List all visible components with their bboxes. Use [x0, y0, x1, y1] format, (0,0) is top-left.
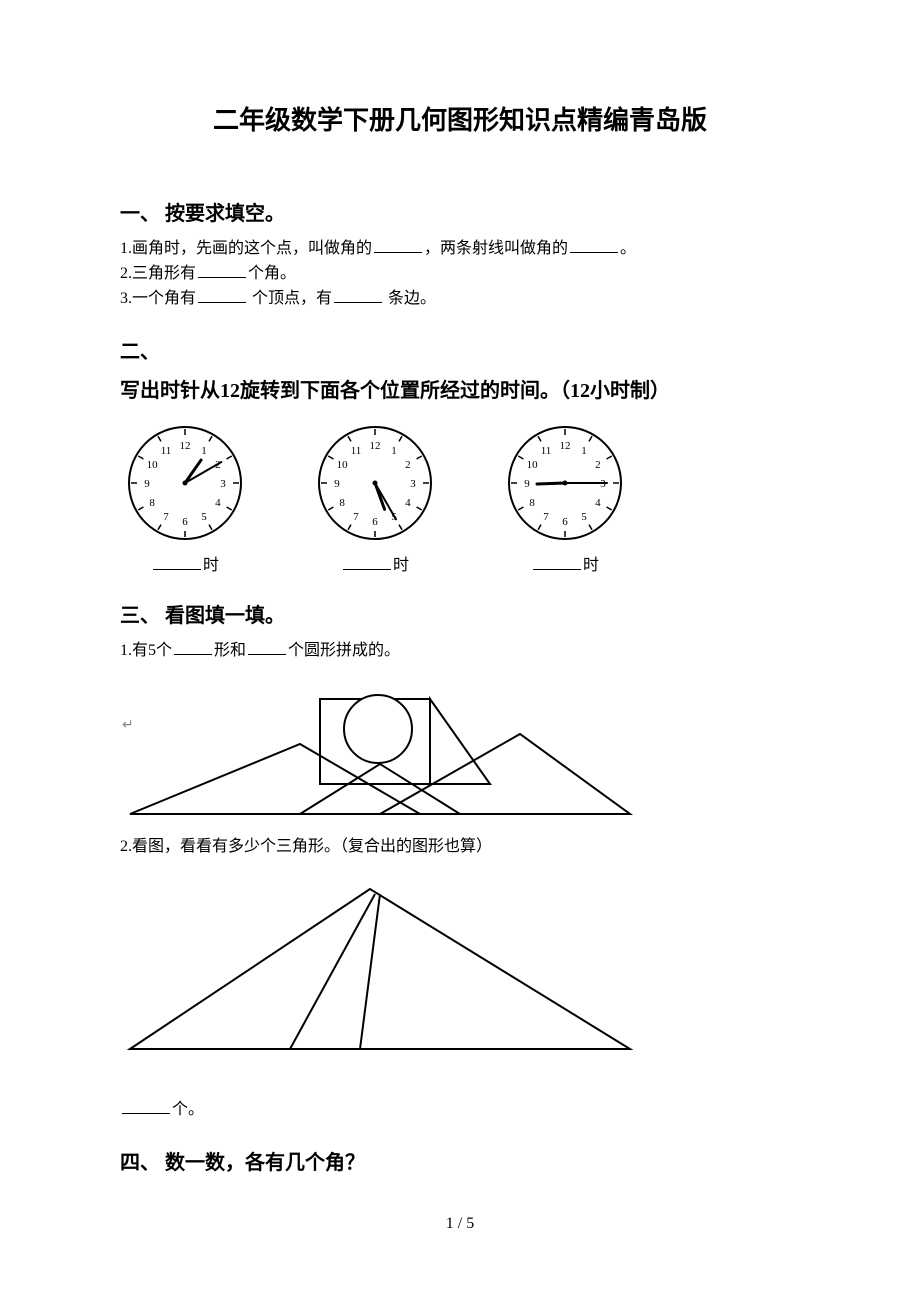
blank [334, 286, 382, 303]
svg-text:5: 5 [581, 511, 587, 523]
section1-head: 一、 按要求填空。 [120, 197, 800, 226]
clock-unit: 时 [203, 557, 219, 574]
svg-text:5: 5 [201, 511, 207, 523]
svg-text:8: 8 [149, 497, 155, 509]
svg-text:12: 12 [560, 440, 571, 452]
svg-text:9: 9 [524, 478, 530, 490]
s3-fig2-wrap [120, 879, 800, 1067]
section2-head-b: 写出时针从12旋转到下面各个位置所经过的时间。（12小时制） [120, 374, 800, 403]
svg-text:11: 11 [161, 445, 172, 457]
s1-q3-a: 3.一个角有 [120, 290, 196, 307]
s1-q3-b: 个顶点，有 [248, 290, 332, 307]
blank [570, 236, 618, 253]
blank [122, 1097, 170, 1114]
clock-block-1: 123456789101112 时 [120, 423, 250, 575]
clock-row: 123456789101112 时 123456789101112 时 1234… [120, 423, 800, 575]
clock-caption: 时 [151, 551, 219, 575]
svg-text:11: 11 [351, 445, 362, 457]
clock-block-2: 123456789101112 时 [310, 423, 440, 575]
clock-icon: 123456789101112 [505, 423, 625, 543]
clock-unit: 时 [583, 557, 599, 574]
svg-text:6: 6 [372, 516, 378, 528]
svg-text:8: 8 [529, 497, 535, 509]
s3-q1: 1.有5个 形和 个圆形拼成的。 [120, 638, 800, 663]
blank [174, 638, 212, 655]
page-title: 二年级数学下册几何图形知识点精编青岛版 [120, 100, 800, 137]
svg-text:10: 10 [527, 459, 539, 471]
s1-q1-a: 1.画角时，先画的这个点，叫做角的 [120, 240, 372, 257]
section4-head: 四、 数一数，各有几个角？ [120, 1146, 800, 1175]
s1-q1-b: ，两条射线叫做角的 [424, 240, 568, 257]
clock-icon: 123456789101112 [125, 423, 245, 543]
svg-text:1: 1 [581, 445, 587, 457]
clock-caption: 时 [531, 551, 599, 575]
svg-text:9: 9 [144, 478, 150, 490]
svg-text:10: 10 [147, 459, 159, 471]
svg-text:6: 6 [562, 516, 568, 528]
svg-text:12: 12 [370, 440, 381, 452]
s1-q2: 2.三角形有 个角。 [120, 261, 800, 286]
svg-text:7: 7 [353, 511, 359, 523]
svg-text:3: 3 [410, 478, 416, 490]
blank [343, 553, 391, 570]
clock-icon: 123456789101112 [315, 423, 435, 543]
blank [374, 236, 422, 253]
section3-head: 三、 看图填一填。 [120, 599, 800, 628]
s1-q1: 1.画角时，先画的这个点，叫做角的 ，两条射线叫做角的 。 [120, 236, 800, 261]
triangles-figure [120, 879, 640, 1059]
s1-q1-c: 。 [620, 240, 636, 257]
svg-text:2: 2 [595, 459, 601, 471]
svg-text:4: 4 [215, 497, 221, 509]
svg-text:12: 12 [180, 440, 191, 452]
svg-text:2: 2 [405, 459, 411, 471]
s3-ans-tail: 个。 [172, 1101, 204, 1118]
page: 二年级数学下册几何图形知识点精编青岛版 一、 按要求填空。 1.画角时，先画的这… [0, 0, 920, 1273]
svg-text:7: 7 [163, 511, 169, 523]
svg-text:10: 10 [337, 459, 349, 471]
blank [153, 553, 201, 570]
svg-text:1: 1 [201, 445, 207, 457]
svg-text:1: 1 [391, 445, 397, 457]
svg-text:6: 6 [182, 516, 188, 528]
section1-body: 1.画角时，先画的这个点，叫做角的 ，两条射线叫做角的 。 2.三角形有 个角。 3.… [120, 236, 800, 311]
section3-body: 1.有5个 形和 个圆形拼成的。 ↵ 2.看图，看看有多少个三角形。（复合出的图形也… [120, 638, 800, 1122]
blank [533, 553, 581, 570]
s1-q2-b: 个角。 [248, 265, 296, 282]
clock-block-3: 123456789101112 时 [500, 423, 630, 575]
svg-text:4: 4 [595, 497, 601, 509]
s1-q3: 3.一个角有 个顶点，有 条边。 [120, 286, 800, 311]
svg-text:7: 7 [543, 511, 549, 523]
s3-q1-a: 1.有5个 [120, 642, 172, 659]
svg-text:11: 11 [541, 445, 552, 457]
s3-q1-c: 个圆形拼成的。 [288, 642, 400, 659]
s1-q2-a: 2.三角形有 [120, 265, 196, 282]
svg-text:4: 4 [405, 497, 411, 509]
svg-text:9: 9 [334, 478, 340, 490]
composite-shapes-figure: ↵ [120, 669, 640, 819]
svg-text:8: 8 [339, 497, 345, 509]
s3-q1-b: 形和 [214, 642, 246, 659]
svg-text:3: 3 [220, 478, 226, 490]
clock-caption: 时 [341, 551, 409, 575]
blank [198, 286, 246, 303]
section2-head-a: 二、 [120, 335, 800, 364]
s3-answer: 个。 [120, 1097, 800, 1122]
s3-q2: 2.看图，看看有多少个三角形。（复合出的图形也算） [120, 835, 800, 859]
s3-fig1-wrap: ↵ [120, 669, 800, 827]
svg-text:↵: ↵ [122, 718, 134, 733]
blank [198, 261, 246, 278]
page-number: 1 / 5 [120, 1215, 800, 1233]
blank [248, 638, 286, 655]
clock-unit: 时 [393, 557, 409, 574]
s1-q3-c: 条边。 [384, 290, 436, 307]
